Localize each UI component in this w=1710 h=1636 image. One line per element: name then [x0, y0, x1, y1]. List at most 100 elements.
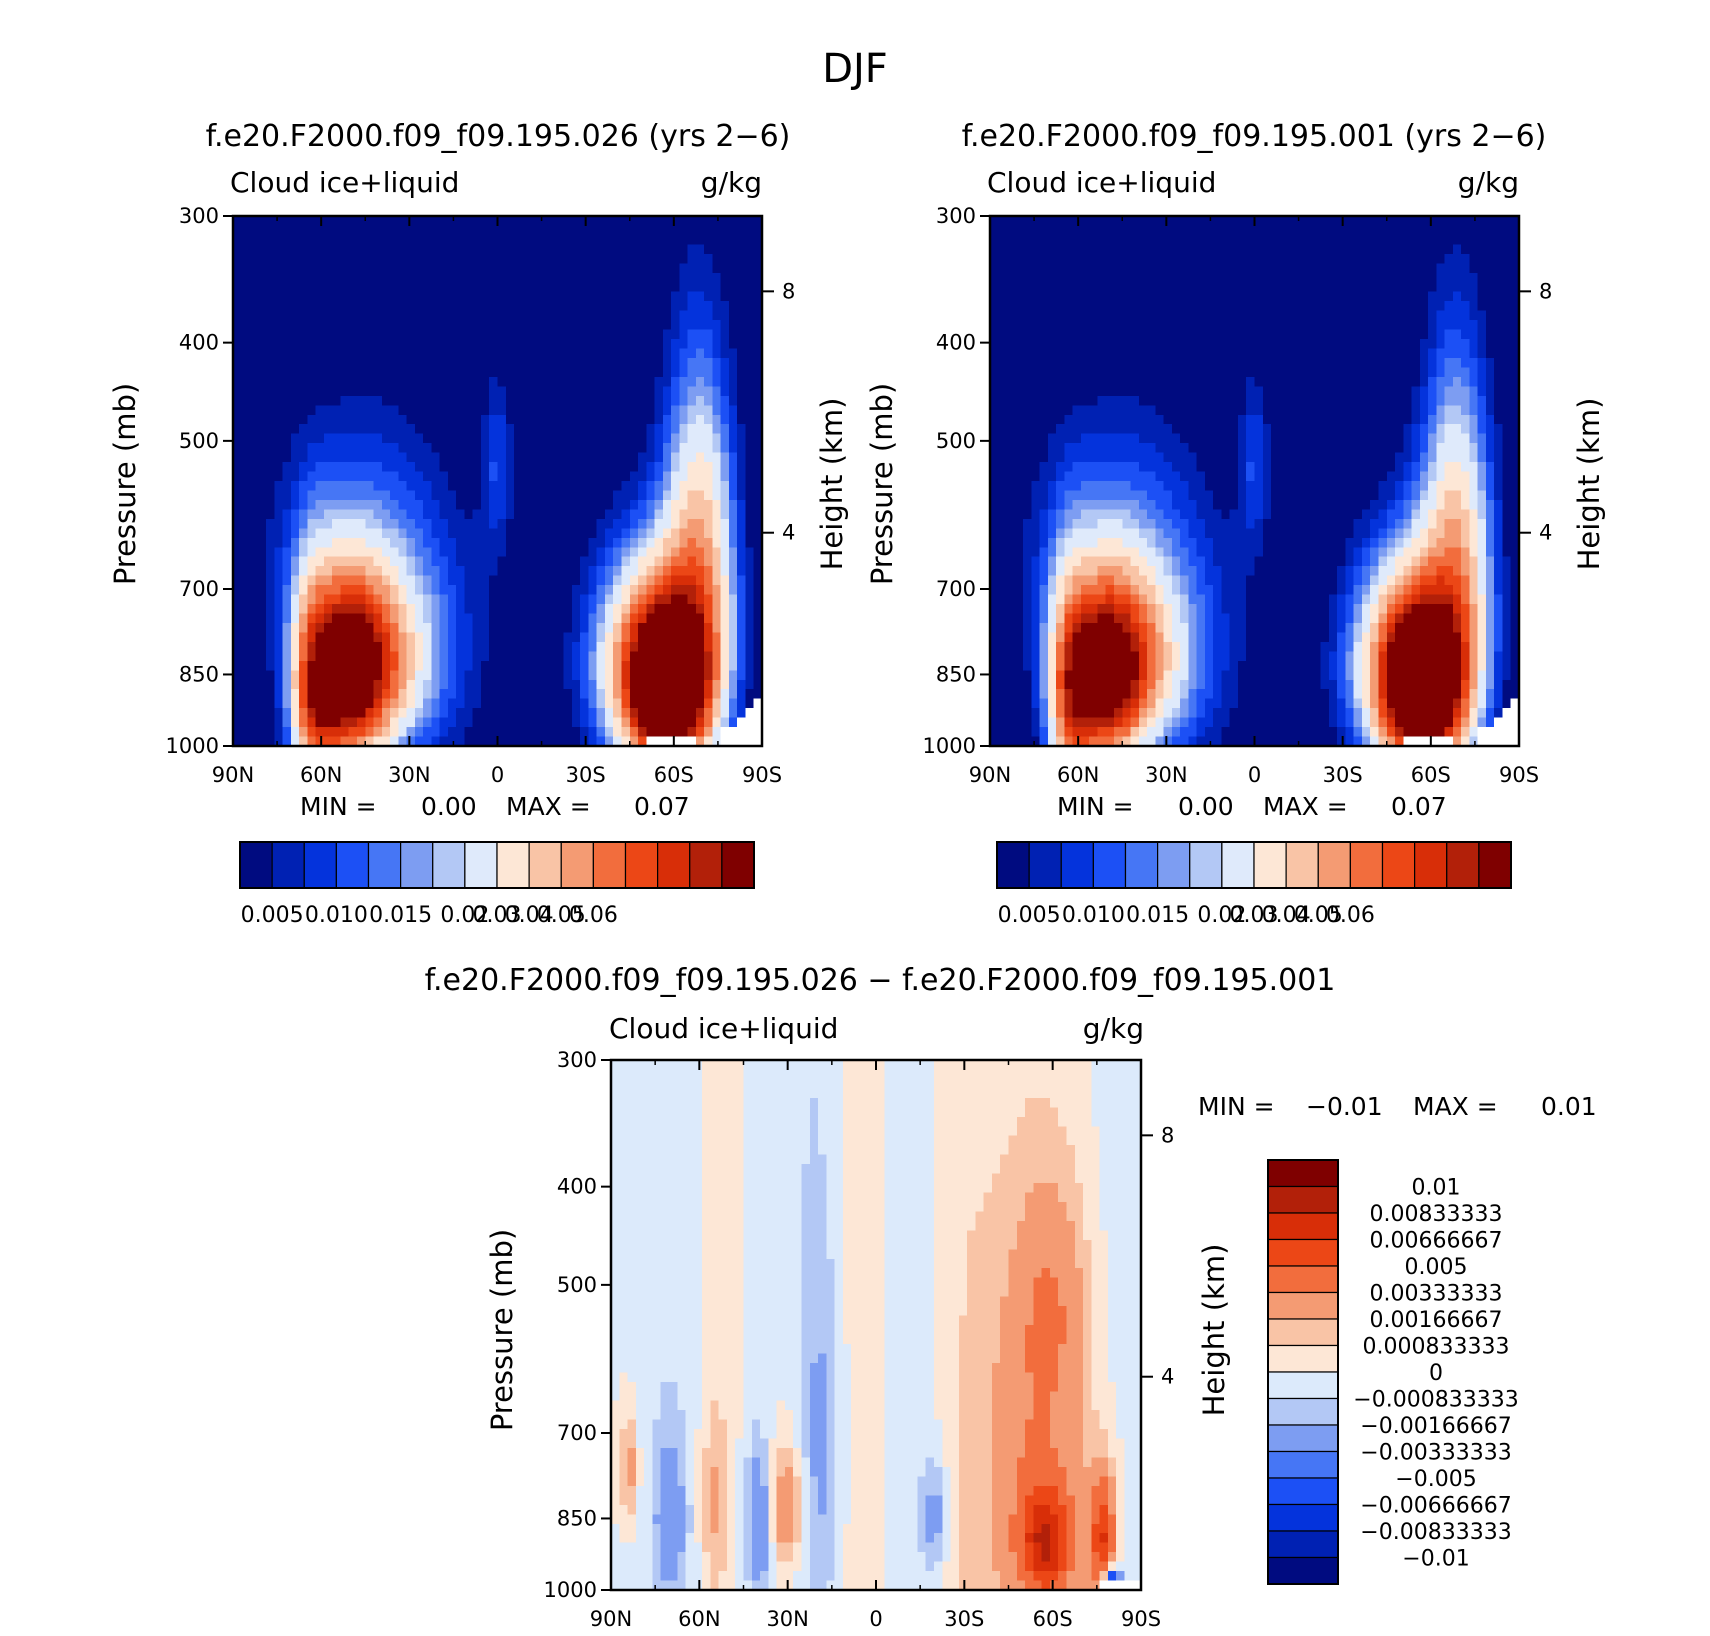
- contour-cell: [1436, 310, 1446, 321]
- contour-cell: [604, 481, 614, 492]
- contour-cell: [646, 594, 656, 605]
- contour-cell: [373, 225, 383, 236]
- contour-cell: [373, 537, 383, 548]
- contour-cell: [398, 471, 408, 482]
- colorbar-swatch: [560, 841, 594, 889]
- contour-cell: [998, 272, 1008, 283]
- contour-cell: [596, 556, 606, 567]
- contour-cell: [604, 556, 614, 567]
- contour-cell: [381, 452, 391, 463]
- contour-cell: [613, 310, 623, 321]
- contour-cell: [704, 263, 714, 274]
- contour-cell: [629, 395, 639, 406]
- contour-cell: [497, 490, 507, 501]
- contour-cell: [1337, 253, 1347, 264]
- contour-cell: [431, 537, 441, 548]
- contour-cell: [390, 632, 399, 643]
- contour-cell: [604, 698, 614, 709]
- contour-cell: [990, 386, 999, 397]
- contour-cell: [1097, 272, 1107, 283]
- contour-cell: [753, 301, 763, 312]
- contour-cell: [1047, 216, 1057, 227]
- contour-cell: [596, 537, 606, 548]
- contour-cell: [1262, 263, 1272, 274]
- contour-cell: [1254, 376, 1264, 387]
- contour-cell: [1469, 301, 1479, 312]
- contour-cell: [563, 452, 573, 463]
- contour-cell: [588, 622, 598, 634]
- contour-cell: [1064, 339, 1074, 350]
- contour-cell: [1064, 291, 1074, 302]
- contour-cell: [1171, 339, 1181, 350]
- contour-cell: [679, 585, 689, 596]
- contour-cell: [348, 537, 358, 548]
- contour-cell: [381, 443, 391, 454]
- contour-cell: [662, 556, 672, 567]
- contour-cell: [1304, 405, 1313, 416]
- contour-cell: [621, 698, 631, 709]
- contour-cell: [307, 244, 317, 255]
- contour-cell: [390, 547, 399, 558]
- contour-cell: [990, 405, 999, 416]
- contour-cell: [390, 622, 399, 634]
- contour-cell: [1510, 310, 1520, 321]
- right-string: g/kg: [701, 166, 762, 199]
- contour-cell: [290, 405, 300, 416]
- contour-cell: [373, 613, 383, 624]
- contour-cell: [1395, 376, 1404, 387]
- contour-cell: [332, 585, 342, 596]
- contour-cell: [1271, 263, 1280, 274]
- contour-cell: [1428, 329, 1437, 340]
- contour-cell: [662, 509, 672, 520]
- contour-cell: [1080, 244, 1090, 255]
- contour-cell: [745, 679, 755, 690]
- contour-cell: [332, 357, 342, 369]
- contour-cell: [695, 727, 705, 738]
- contour-cell: [241, 320, 251, 331]
- contour-cell: [737, 462, 747, 473]
- contour-cell: [472, 339, 482, 350]
- contour-cell: [414, 452, 424, 463]
- contour-cell: [423, 462, 432, 473]
- contour-cell: [241, 376, 251, 387]
- contour-cell: [348, 301, 358, 312]
- contour-cell: [299, 679, 308, 690]
- contour-cell: [1271, 357, 1280, 369]
- contour-cell: [704, 594, 714, 605]
- contour-cell: [257, 641, 267, 652]
- contour-cell: [472, 708, 482, 719]
- contour-cell: [1138, 310, 1148, 321]
- contour-cell: [679, 689, 689, 700]
- y-tick-label: 400: [179, 331, 219, 355]
- contour-cell: [1138, 395, 1148, 406]
- contour-cell: [1246, 367, 1256, 378]
- contour-cell: [431, 272, 441, 283]
- contour-cell: [1105, 405, 1115, 416]
- contour-cell: [505, 556, 515, 567]
- contour-cell: [241, 253, 251, 264]
- contour-cell: [505, 632, 515, 643]
- contour-cell: [447, 282, 457, 293]
- contour-cell: [679, 622, 689, 634]
- contour-cell: [547, 310, 556, 321]
- contour-cell: [563, 405, 573, 416]
- contour-cell: [431, 216, 441, 227]
- contour-cell: [538, 670, 548, 681]
- contour-cell: [257, 717, 267, 728]
- contour-cell: [1072, 405, 1082, 416]
- contour-cell: [638, 357, 647, 369]
- contour-cell: [1155, 225, 1165, 236]
- contour-cell: [1155, 272, 1165, 283]
- contour-cell: [299, 367, 308, 378]
- contour-cell: [439, 414, 449, 425]
- contour-cell: [737, 225, 747, 236]
- contour-cell: [315, 499, 325, 510]
- contour-cell: [654, 727, 664, 738]
- contour-cell: [547, 604, 556, 615]
- contour-cell: [290, 452, 300, 463]
- contour-cell: [1419, 263, 1429, 274]
- contour-cell: [563, 216, 573, 227]
- contour-cell: [998, 310, 1008, 321]
- contour-cell: [456, 376, 466, 387]
- contour-cell: [1262, 253, 1272, 264]
